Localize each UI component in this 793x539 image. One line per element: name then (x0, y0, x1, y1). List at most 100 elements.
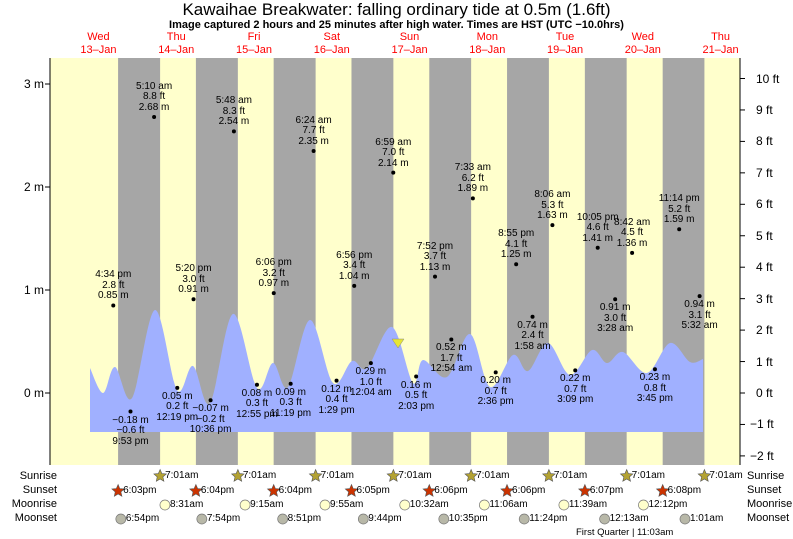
high-tide-dot (111, 303, 116, 308)
day-header: Tue 19–Jan (525, 31, 605, 57)
sunset-icon (188, 483, 203, 497)
low-tide-ft: 2.4 ft (521, 330, 544, 342)
sunrise-icon (619, 468, 634, 482)
high-tide-dot (152, 114, 157, 119)
sunset-time: 6:06pm (434, 485, 468, 496)
low-tide-dot (334, 378, 339, 383)
moonset-moon-icon (518, 513, 530, 525)
low-tide-m: 0.91 m (599, 302, 631, 314)
right-tick-label: 5 ft (756, 228, 773, 243)
low-tide-m: −0.18 m (112, 414, 149, 426)
low-tide-m: 0.23 m (639, 372, 671, 384)
low-tide-time: 2:36 pm (477, 396, 514, 408)
day-of-week: Sun (399, 31, 420, 43)
moonrise-time: 11:06am (489, 499, 528, 510)
low-tide-m: 0.74 m (517, 319, 548, 331)
moonset-moon-icon (679, 513, 691, 525)
chart-subtitle: Image captured 2 hours and 25 minutes af… (169, 19, 624, 31)
high-tide-time: 6:24 am (295, 114, 332, 126)
low-tide-m: 0.22 m (559, 373, 591, 385)
high-tide-ft: 2.8 ft (102, 279, 125, 291)
high-tide-dot (514, 262, 519, 267)
moonrise-moon-icon (319, 499, 331, 511)
left-tick-label: 2 m (23, 180, 44, 194)
high-tide-ft: 3.7 ft (423, 251, 447, 263)
moonrise-moon-icon (479, 499, 490, 511)
moonset-time: 11:24pm (529, 513, 568, 524)
day-of-week: Fri (247, 31, 261, 43)
low-tide-m: 0.08 m (241, 387, 273, 399)
sunrise-row-label-left: Sunrise (19, 470, 57, 482)
high-tide-time: 5:48 am (215, 95, 252, 107)
high-tide-dot (191, 297, 196, 302)
low-tide-m: −0.07 m (192, 403, 229, 415)
high-tide-dot (271, 291, 276, 296)
high-tide-m: 1.04 m (338, 270, 370, 282)
sunrise-time: 7:01am (553, 470, 588, 481)
left-tick-label: 3 m (23, 77, 44, 91)
day-of-week: Sat (323, 31, 340, 43)
sunrise-time: 7:01am (242, 470, 277, 481)
low-tide-time: 3:09 pm (557, 394, 594, 406)
moonset-moon-icon (196, 513, 208, 525)
day-date: 18–Jan (469, 44, 506, 56)
moonset-time: 10:35pm (448, 513, 488, 524)
high-tide-time: 6:56 pm (336, 249, 373, 261)
low-tide-ft: −0.2 ft (196, 413, 225, 425)
day-header: Sun 17–Jan (370, 31, 450, 57)
moonrise-moon-icon (558, 499, 570, 511)
high-tide-m: 1.59 m (663, 214, 695, 226)
sunrise-icon (541, 468, 556, 482)
day-of-week: Thu (711, 31, 731, 43)
high-tide-time: 7:33 am (454, 162, 491, 174)
high-tide-time: 10:05 pm (576, 211, 619, 223)
sunrise-time: 7:01am (476, 470, 510, 481)
sunset-time: 6:07pm (589, 485, 624, 496)
low-tide-ft: 0.5 ft (405, 390, 428, 402)
day-date: 14–Jan (158, 44, 195, 56)
high-tide-ft: 5.2 ft (668, 203, 691, 215)
sunrise-time: 7:01am (709, 470, 743, 481)
low-tide-ft: 0.8 ft (643, 382, 667, 394)
low-tide-time: 2:03 pm (398, 400, 435, 412)
sunset-time: 6:05pm (356, 485, 390, 496)
moonrise-time: 9:15am (250, 499, 284, 510)
high-tide-m: 1.13 m (419, 261, 451, 273)
day-date: 15–Jan (235, 44, 273, 56)
day-header: Fri 15–Jan (214, 31, 294, 57)
moonset-row-label-left: Moonset (14, 512, 57, 524)
sunset-icon (500, 483, 514, 497)
day-date: 21–Jan (702, 44, 739, 56)
moonset-moon-icon (277, 513, 289, 525)
high-tide-m: 1.25 m (500, 249, 532, 261)
high-tide-dot (470, 196, 475, 201)
sunset-icon (577, 483, 592, 497)
high-tide-dot (677, 227, 682, 232)
sunrise-icon (464, 468, 479, 482)
high-tide-m: 1.41 m (582, 232, 613, 244)
day-header: Wed 20–Jan (603, 31, 683, 57)
low-tide-time: 12:54 am (430, 363, 473, 375)
low-tide-ft: 1.7 ft (440, 352, 463, 364)
low-tide-dot (208, 398, 213, 403)
day-date: 20–Jan (624, 44, 661, 56)
high-tide-m: 0.85 m (97, 290, 129, 302)
day-of-week: Wed (631, 31, 654, 43)
sunset-row-label-left: Sunset (22, 484, 57, 496)
low-tide-time: 3:28 am (597, 323, 634, 335)
left-tick-label: 0 m (23, 386, 44, 400)
moonset-time: 1:01am (689, 513, 724, 524)
day-of-week: Wed (87, 31, 110, 43)
sunset-row-label-right: Sunset (747, 484, 782, 496)
right-tick-label: −1 ft (750, 417, 774, 432)
high-tide-time: 6:59 am (375, 136, 412, 148)
high-tide-ft: 3.2 ft (262, 267, 285, 279)
low-tide-m: 0.94 m (684, 299, 715, 311)
high-tide-time: 8:06 am (534, 189, 571, 201)
current-tide-marker (391, 338, 405, 349)
low-tide-time: 3:45 pm (636, 393, 673, 405)
low-tide-ft: 0.4 ft (325, 394, 348, 406)
high-tide-m: 1.36 m (616, 237, 648, 249)
right-tick-label: 6 ft (756, 197, 773, 212)
high-tide-ft: 3.0 ft (182, 273, 205, 285)
